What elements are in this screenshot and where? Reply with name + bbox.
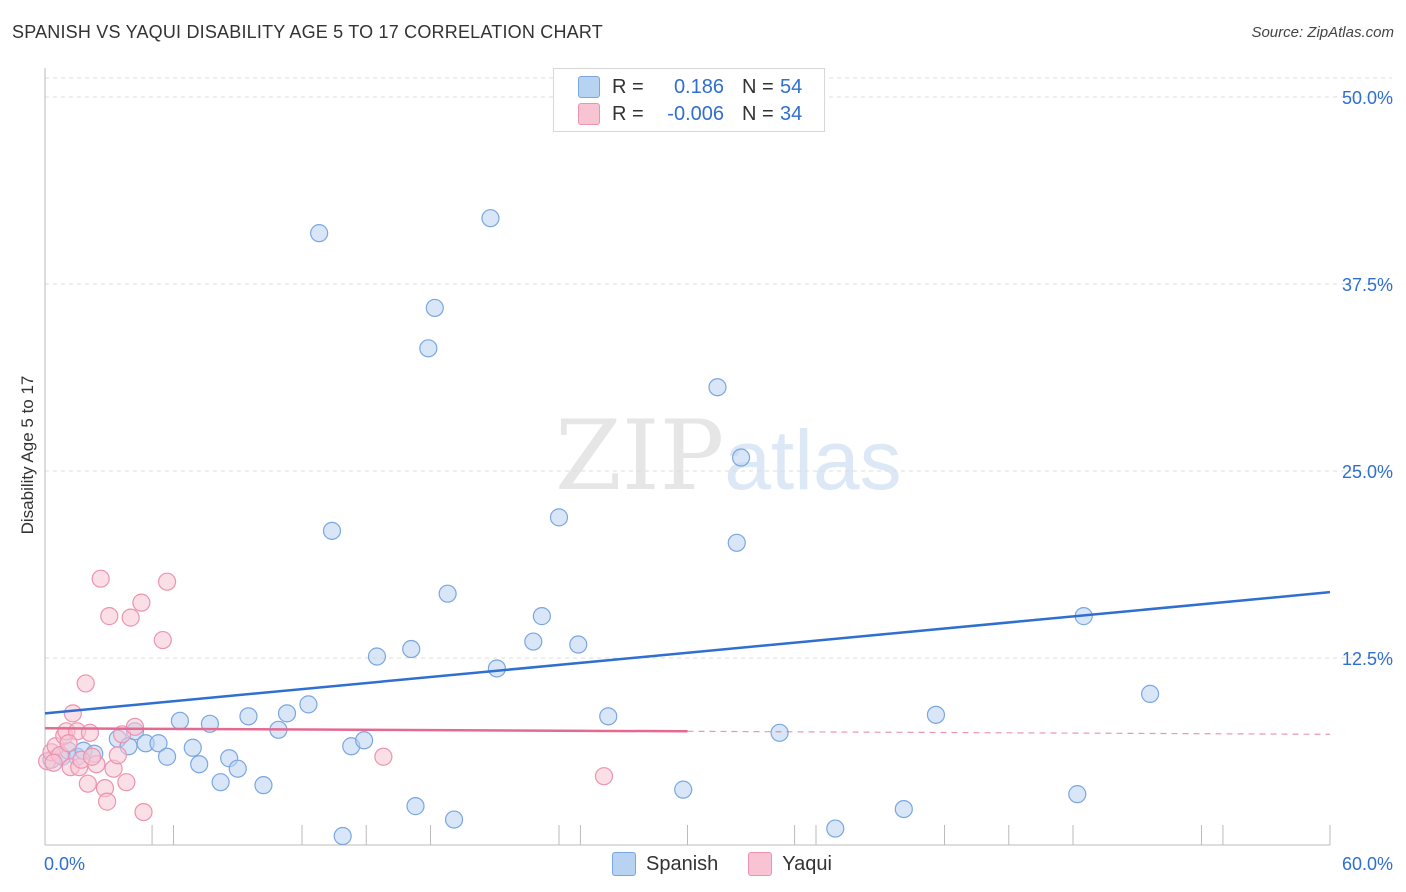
legend-n-value: 54 [780, 75, 803, 98]
x-tick-label: 60.0% [1342, 854, 1393, 874]
watermark-zip: ZIP [555, 400, 725, 512]
yaqui-point [98, 792, 117, 811]
spanish-point [402, 639, 421, 659]
spanish-point [1140, 684, 1160, 704]
yaqui-legend-swatch [748, 852, 773, 876]
spanish-point [674, 780, 693, 799]
spanish-point [599, 707, 618, 726]
spanish-point [310, 224, 329, 243]
yaqui-point [134, 802, 153, 822]
yaqui-point [157, 572, 177, 591]
legend-n-label: N = [742, 75, 774, 98]
yaqui-point [153, 630, 172, 650]
spanish-point [926, 705, 946, 724]
spanish-point [277, 704, 297, 723]
correlation-legend: R = 0.186 N = 54 R = -0.006 N = 34 [553, 68, 825, 132]
spanish-point [731, 448, 751, 467]
spanish-point [487, 659, 506, 678]
y-tick-label: 37.5% [1342, 275, 1393, 295]
yaqui-point [594, 767, 614, 786]
yaqui-point [108, 746, 127, 765]
yaqui-point [117, 773, 136, 792]
spanish-point [355, 731, 374, 750]
spanish-point [333, 826, 352, 846]
yaqui-point [63, 704, 82, 723]
legend-item-yaqui[interactable]: Yaqui [748, 852, 832, 876]
y-tick-label: 50.0% [1342, 88, 1393, 108]
yaqui-trendline-extension [687, 730, 1331, 735]
spanish-point [826, 819, 845, 838]
legend-item-spanish[interactable]: Spanish [612, 852, 718, 876]
yaqui-point [80, 723, 100, 742]
spanish-point [157, 747, 177, 766]
spanish-trendline [44, 590, 1331, 715]
legend-label-yaqui: Yaqui [782, 852, 832, 875]
yaqui-point [91, 569, 110, 588]
spanish-legend-swatch [612, 852, 636, 876]
source-credit: Source: ZipAtlas.com [1251, 24, 1394, 41]
legend-r-label: R = [612, 75, 644, 98]
spanish-point [770, 723, 789, 742]
spanish-point [727, 533, 746, 552]
legend-r-label: R = [612, 102, 644, 125]
spanish-point [183, 738, 202, 757]
spanish-point [524, 632, 543, 651]
spanish-point [322, 521, 342, 540]
yaqui-trendline [44, 727, 688, 733]
legend-row-yaqui: R = -0.006 N = 34 [578, 101, 802, 127]
y-tick-label: 25.0% [1342, 462, 1393, 482]
yaqui-point [374, 747, 393, 766]
spanish-point [549, 508, 569, 527]
legend-n-label: N = [742, 102, 774, 125]
spanish-point [239, 707, 258, 726]
yaqui-point [121, 608, 140, 627]
spanish-point [894, 799, 913, 819]
spanish-point [419, 339, 438, 358]
spanish-point [228, 759, 247, 778]
y-tick-label: 12.5% [1342, 649, 1393, 669]
legend-label-spanish: Spanish [646, 852, 719, 875]
spanish-point [481, 209, 500, 228]
yaqui-point [132, 593, 151, 612]
spanish-point [569, 635, 588, 654]
yaqui-point [78, 774, 97, 793]
spanish-point [367, 647, 387, 666]
x-tick-label: 0.0% [44, 854, 85, 874]
legend-r-value: 0.186 [673, 75, 724, 98]
spanish-point [438, 584, 457, 603]
spanish-point [1068, 785, 1087, 804]
spanish-point [254, 776, 273, 795]
watermark-atlas: atlas [724, 413, 902, 507]
spanish-point [190, 755, 209, 774]
legend-row-spanish: R = 0.186 N = 54 [578, 74, 802, 100]
spanish-point [149, 734, 168, 753]
spanish-point [170, 711, 190, 730]
spanish-point [532, 607, 551, 626]
spanish-point [299, 695, 318, 714]
spanish-point [425, 298, 444, 318]
yaqui-point [83, 747, 102, 766]
legend-r-value: -0.006 [667, 102, 724, 125]
spanish-point [444, 810, 464, 829]
series-legend: Spanish Yaqui [612, 852, 862, 876]
y-axis-label: Disability Age 5 to 17 [18, 375, 37, 535]
yaqui-swatch [578, 103, 600, 125]
spanish-swatch [578, 76, 600, 98]
legend-n-value: 34 [780, 102, 803, 125]
spanish-point [406, 797, 425, 816]
yaqui-point [59, 734, 78, 753]
watermark: ZIPatlas [555, 400, 902, 512]
chart-title: SPANISH VS YAQUI DISABILITY AGE 5 TO 17 … [12, 22, 603, 42]
yaqui-point [125, 717, 145, 736]
spanish-point [211, 773, 230, 792]
yaqui-point [76, 674, 95, 693]
spanish-point [708, 378, 727, 397]
yaqui-point [44, 753, 63, 772]
yaqui-point [100, 607, 119, 626]
